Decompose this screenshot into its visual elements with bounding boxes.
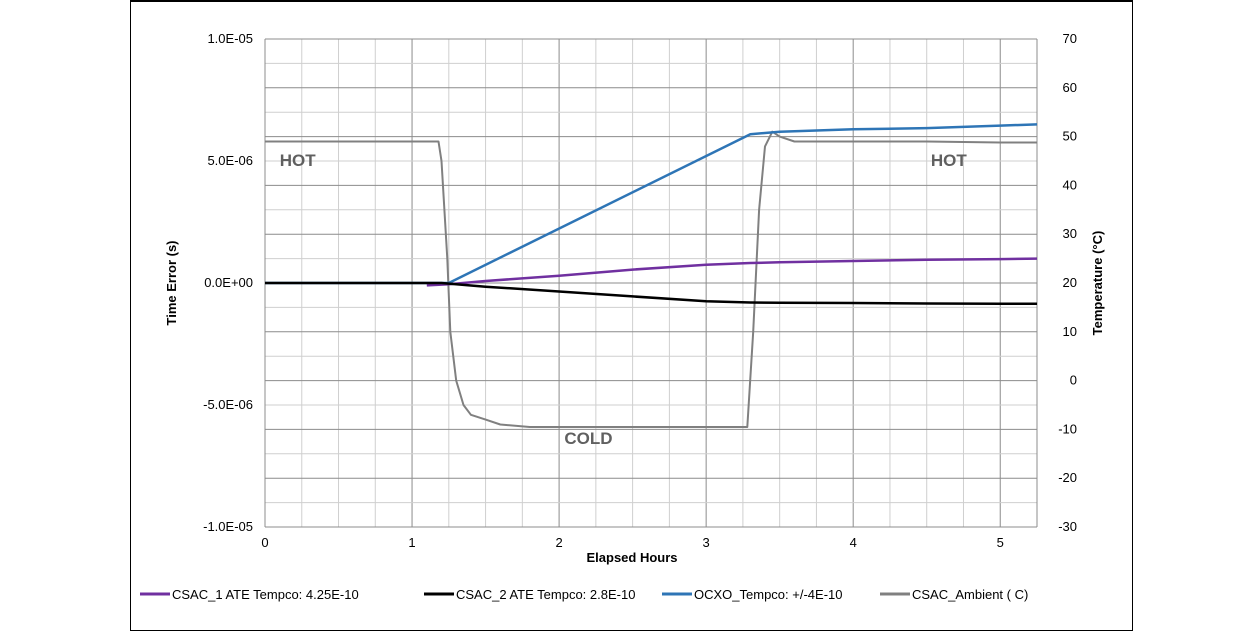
ticks: 0 1 2 3 4 5 1.0E-05 5.0E-06 0.0E+00 -5.0E-06 -1.0E… <box>203 31 1077 550</box>
series-line <box>426 257 1038 287</box>
y-tick-label: 0.0E+00 <box>204 275 253 290</box>
y2-tick-label: 0 <box>1070 373 1077 388</box>
y2-tick-label: 10 <box>1063 324 1077 339</box>
x-tick-label: 3 <box>703 535 710 550</box>
x-tick-label: 5 <box>997 535 1004 550</box>
y2-tick-label: 20 <box>1063 275 1077 290</box>
annotations: HOT HOT COLD <box>280 151 968 448</box>
y2-tick-label: 60 <box>1063 80 1077 95</box>
y2-tick-label: 40 <box>1063 177 1077 192</box>
legend-label: CSAC_1 ATE Tempco: 4.25E-10 <box>172 587 359 602</box>
y-tick-label: -5.0E-06 <box>203 397 253 412</box>
y-axis-label: Time Error (s) <box>164 240 179 325</box>
x-tick-label: 1 <box>408 535 415 550</box>
y2-axis-label: Temperature (°C) <box>1090 231 1105 336</box>
annotation-label: HOT <box>280 151 317 170</box>
annotation-label: COLD <box>564 429 612 448</box>
x-tick-label: 2 <box>555 535 562 550</box>
legend-label: OCXO_Tempco: +/-4E-10 <box>694 587 842 602</box>
chart-frame <box>130 0 1133 631</box>
grid <box>264 38 1038 528</box>
y2-tick-label: 30 <box>1063 226 1077 241</box>
y-tick-label: -1.0E-05 <box>203 519 253 534</box>
series-line <box>265 123 1038 285</box>
legend-label: CSAC_2 ATE Tempco: 2.8E-10 <box>456 587 635 602</box>
series-layer <box>265 123 1038 428</box>
y2-tick-label: 70 <box>1063 31 1077 46</box>
y2-tick-label: -30 <box>1058 519 1077 534</box>
x-tick-label: 0 <box>261 535 268 550</box>
y-tick-label: 5.0E-06 <box>207 153 253 168</box>
x-axis-label: Elapsed Hours <box>586 550 677 565</box>
y2-tick-label: -20 <box>1058 470 1077 485</box>
series-line <box>265 130 1037 428</box>
annotation-label: HOT <box>931 151 968 170</box>
y2-tick-label: 50 <box>1063 129 1077 144</box>
y-tick-label: 1.0E-05 <box>207 31 253 46</box>
y2-tick-label: -10 <box>1058 421 1077 436</box>
legend: CSAC_1 ATE Tempco: 4.25E-10 CSAC_2 ATE Te… <box>140 587 1028 602</box>
x-tick-label: 4 <box>850 535 857 550</box>
legend-label: CSAC_Ambient ( C) <box>912 587 1028 602</box>
series-line <box>265 281 1037 305</box>
